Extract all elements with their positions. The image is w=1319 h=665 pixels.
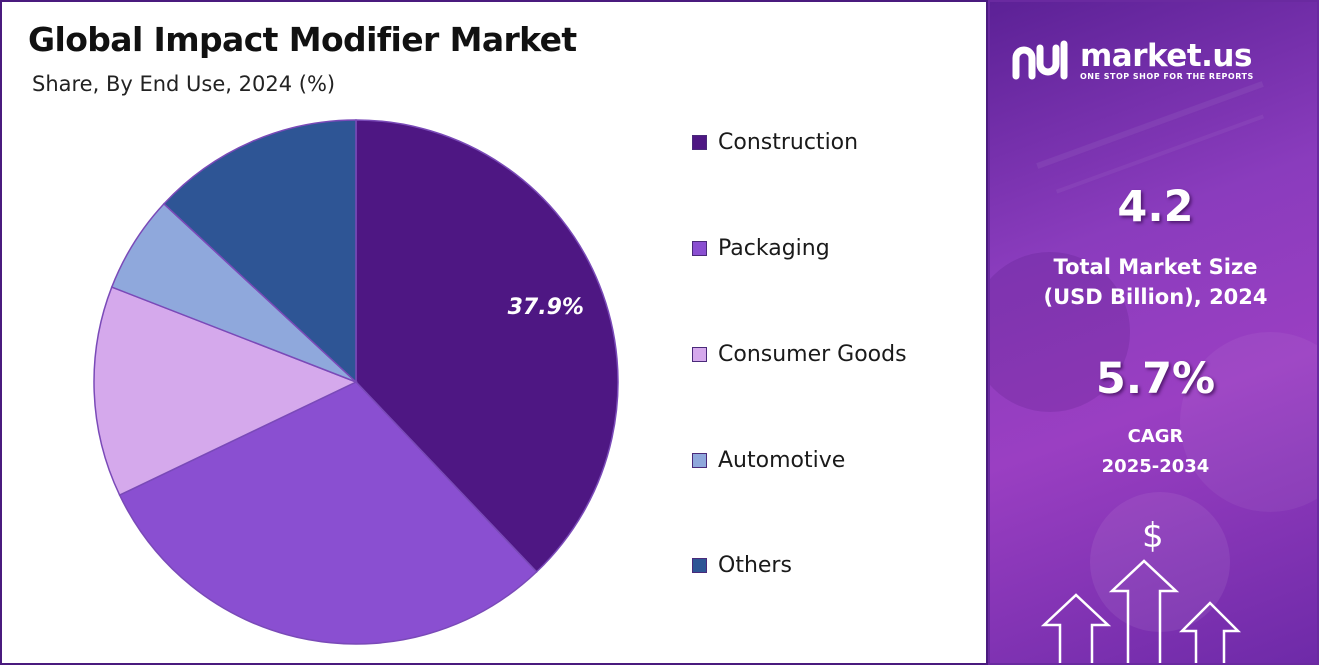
legend-item-consumer-goods: Consumer Goods — [692, 342, 907, 367]
brand-logo: market.us ONE STOP SHOP FOR THE REPORTS — [1010, 38, 1254, 82]
pie-slice-others — [162, 119, 357, 384]
growth-arrows-icon — [1040, 559, 1242, 663]
chart-title: Global Impact Modifier Market — [28, 20, 577, 59]
pie-chart: 37.9% — [93, 119, 619, 645]
pie-slice-consumer-goods — [93, 286, 358, 497]
legend-swatch — [692, 558, 707, 573]
cagr-period-label: 2025-2034 — [1101, 456, 1210, 477]
cagr-value: 5.7% — [1095, 354, 1216, 404]
legend-item-others: Others — [692, 553, 792, 578]
legend-label: Packaging — [718, 236, 830, 261]
legend-swatch — [692, 453, 707, 468]
market-us-logo-icon — [1012, 40, 1068, 80]
background-decoration — [990, 81, 1317, 632]
chart-panel: Global Impact Modifier Market Share, By … — [0, 0, 988, 665]
legend-label: Automotive — [718, 448, 846, 473]
legend-item-automotive: Automotive — [692, 448, 845, 473]
legend-swatch — [692, 241, 707, 256]
cagr-label: CAGR — [1127, 426, 1184, 447]
summary-panel: market.us ONE STOP SHOP FOR THE REPORTS … — [988, 0, 1319, 665]
legend-swatch — [692, 135, 707, 150]
market-size-label: Total Market Size — [1053, 255, 1258, 279]
legend-label: Others — [718, 553, 792, 578]
market-size-unit-label: (USD Billion), 2024 — [1043, 285, 1268, 309]
chart-subtitle: Share, By End Use, 2024 (%) — [32, 72, 336, 96]
market-size-value: 4.2 — [1117, 182, 1194, 232]
brand-tagline: ONE STOP SHOP FOR THE REPORTS — [1080, 71, 1254, 81]
brand-name: market.us — [1080, 37, 1252, 74]
legend-swatch — [692, 347, 707, 362]
pie-data-label: 37.9% — [508, 295, 584, 320]
pie-slice-construction — [355, 119, 619, 573]
pie-slice-packaging — [118, 381, 538, 645]
dollar-icon: $ — [1142, 516, 1164, 556]
legend-item-construction: Construction — [692, 130, 858, 155]
legend-label: Construction — [718, 130, 859, 155]
legend-item-packaging: Packaging — [692, 236, 830, 261]
legend-label: Consumer Goods — [718, 342, 907, 367]
